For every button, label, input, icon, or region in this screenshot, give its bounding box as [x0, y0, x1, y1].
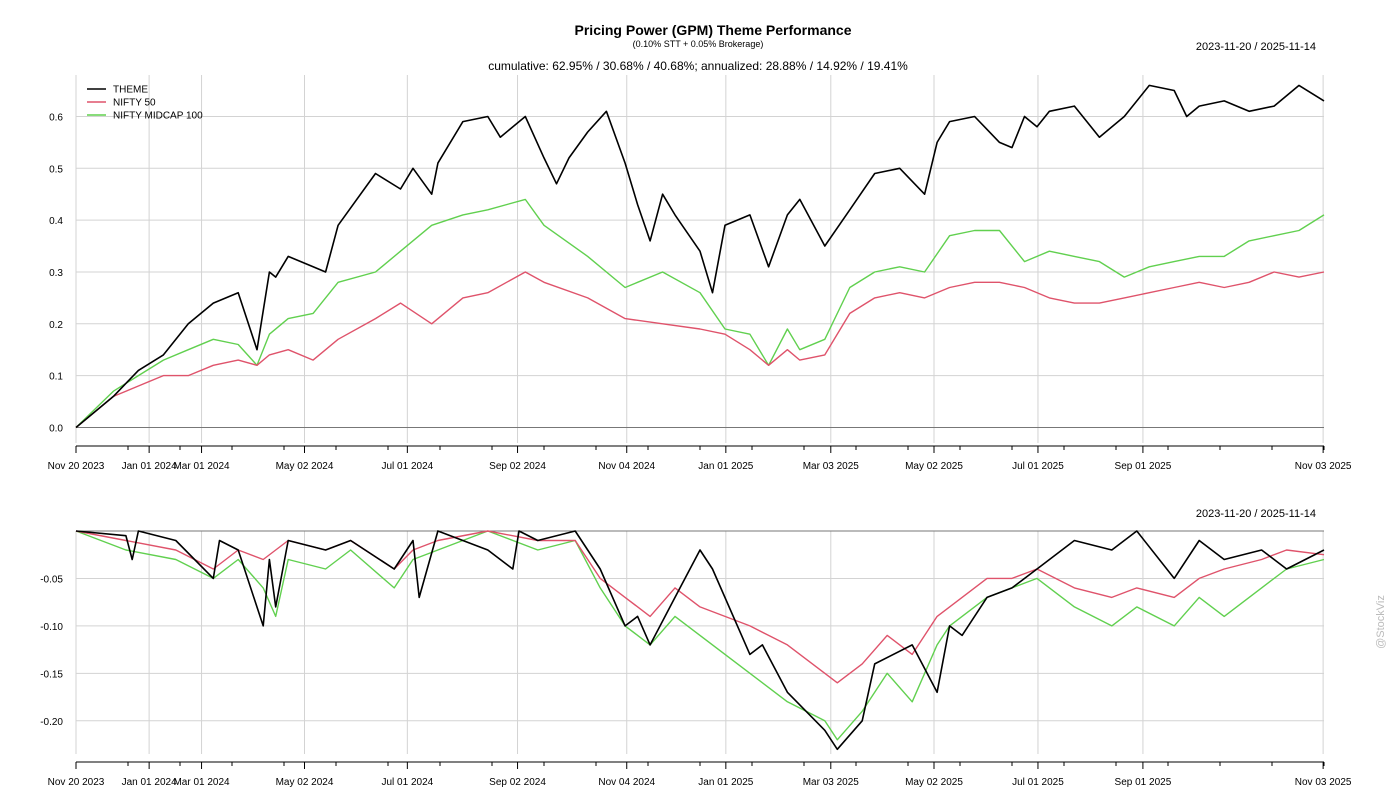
x-tick-label: Jan 01 2024	[122, 777, 177, 788]
x-tick-label: Sep 02 2024	[489, 777, 546, 788]
y-tick-label: 0.4	[49, 216, 63, 227]
y-tick-label: -0.15	[40, 669, 63, 680]
x-tick-label: May 02 2024	[276, 461, 334, 472]
y-tick-label: -0.20	[40, 717, 63, 728]
series-line-theme	[75, 84, 1325, 429]
y-tick-label: -0.10	[40, 622, 63, 633]
x-tick-label: Mar 03 2025	[803, 777, 860, 788]
x-tick-label: Jul 01 2025	[1012, 461, 1064, 472]
top-date-range: 2023-11-20 / 2025-11-14	[1196, 41, 1316, 53]
x-tick-label: Jul 01 2025	[1012, 777, 1064, 788]
x-tick-label: Mar 03 2025	[803, 461, 860, 472]
x-tick-label: Nov 04 2024	[598, 777, 655, 788]
x-tick-label: Nov 20 2023	[48, 777, 105, 788]
y-tick-label: 0.3	[49, 268, 63, 279]
x-tick-label: Sep 01 2025	[1115, 461, 1172, 472]
series-line-theme-drawdown	[75, 530, 1325, 751]
performance-stats: cumulative: 62.95% / 30.68% / 40.68%; an…	[488, 59, 908, 73]
x-tick-label: Jul 01 2024	[381, 461, 433, 472]
legend: THEME NIFTY 50 NIFTY MIDCAP 100	[87, 85, 203, 122]
y-tick-label: 0.0	[49, 423, 63, 434]
legend-label-nifty-50: NIFTY 50	[113, 98, 156, 109]
watermark: @StockViz	[1375, 595, 1387, 649]
x-tick-label: Jan 01 2024	[122, 461, 177, 472]
x-tick-label: Jan 01 2025	[698, 461, 753, 472]
x-tick-label: May 02 2024	[276, 777, 334, 788]
series-line-nifty-midcap-100-drawdown	[75, 530, 1325, 741]
legend-label-theme: THEME	[113, 85, 148, 96]
chart-title: Pricing Power (GPM) Theme Performance	[575, 22, 852, 38]
series-line-nifty-midcap-100	[75, 198, 1325, 429]
y-tick-label: 0.6	[49, 112, 63, 123]
x-tick-label: Sep 02 2024	[489, 461, 546, 472]
x-tick-label: Nov 20 2023	[48, 461, 105, 472]
legend-label-nifty-midcap-100: NIFTY MIDCAP 100	[113, 111, 203, 122]
x-tick-label: May 02 2025	[905, 777, 963, 788]
x-tick-label: Nov 03 2025	[1295, 461, 1352, 472]
y-tick-label: 0.1	[49, 372, 63, 383]
y-tick-label: 0.5	[49, 164, 63, 175]
series-line-nifty-50	[75, 271, 1325, 429]
x-tick-label: Nov 04 2024	[598, 461, 655, 472]
x-tick-label: Sep 01 2025	[1115, 777, 1172, 788]
bottom-date-range: 2023-11-20 / 2025-11-14	[1196, 508, 1316, 520]
x-tick-label: Jul 01 2024	[381, 777, 433, 788]
y-tick-label: 0.2	[49, 320, 63, 331]
x-tick-label: Jan 01 2025	[698, 777, 753, 788]
x-tick-label: Nov 03 2025	[1295, 777, 1352, 788]
x-tick-label: Mar 01 2024	[173, 461, 230, 472]
x-tick-label: Mar 01 2024	[173, 777, 230, 788]
y-tick-label: -0.05	[40, 574, 63, 585]
x-tick-label: May 02 2025	[905, 461, 963, 472]
chart-subtitle: (0.10% STT + 0.05% Brokerage)	[633, 39, 764, 49]
